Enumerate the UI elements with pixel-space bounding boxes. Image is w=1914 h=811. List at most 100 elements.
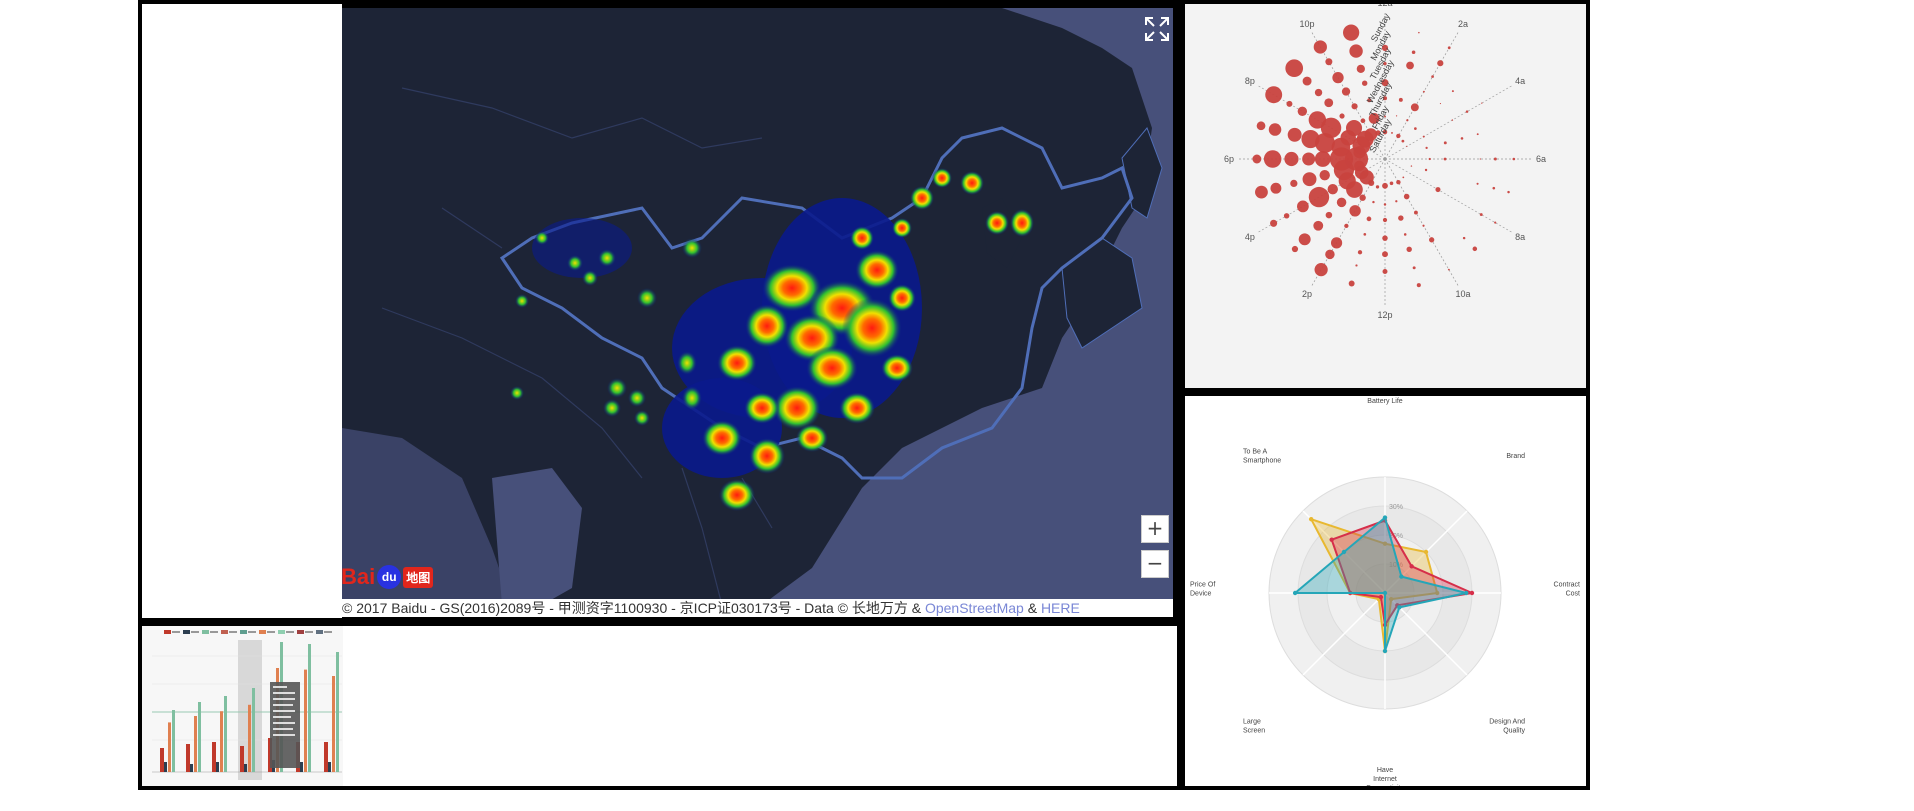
- polar-dot: [1349, 44, 1363, 58]
- zoom-in-button[interactable]: +: [1141, 515, 1169, 543]
- polar-dot: [1308, 111, 1327, 129]
- radar-point: [1469, 590, 1475, 596]
- bar: [186, 744, 190, 772]
- polar-dot: [1431, 75, 1434, 78]
- polar-dot: [1435, 187, 1441, 193]
- radar-point: [1329, 537, 1334, 542]
- polar-dot: [1263, 150, 1282, 168]
- radar-axis-label: Smartphone: [1243, 458, 1281, 465]
- polar-dot: [1332, 71, 1344, 84]
- bar: [160, 748, 164, 772]
- polar-dot: [1357, 250, 1363, 255]
- polar-dot: [1382, 235, 1388, 241]
- polar-dot: [1297, 200, 1309, 213]
- bar: [212, 742, 216, 772]
- polar-dot: [1406, 145, 1408, 148]
- legend-label: [191, 631, 199, 633]
- polar-dot: [1367, 98, 1372, 103]
- polar-dot: [1462, 236, 1466, 240]
- heat-blobs: [510, 168, 1034, 511]
- polar-dot: [1465, 110, 1469, 113]
- hour-label: 8p: [1245, 76, 1255, 86]
- polar-dot: [1383, 61, 1387, 66]
- sea-area: [762, 8, 1173, 605]
- here-link[interactable]: HERE: [1040, 600, 1080, 616]
- legend-label: [267, 631, 275, 633]
- bar: [164, 762, 167, 772]
- polar-dot: [1314, 263, 1328, 277]
- radar-tick: 20%: [1389, 533, 1403, 540]
- openstreetmap-link[interactable]: OpenStreetMap: [924, 600, 1024, 616]
- polar-dot: [1422, 90, 1425, 93]
- polar-dot: [1319, 169, 1330, 181]
- polar-dot: [1507, 190, 1510, 194]
- polar-dot: [1297, 106, 1308, 116]
- polar-dot: [1447, 46, 1451, 50]
- polar-dot: [1403, 193, 1410, 200]
- polar-dot: [1285, 59, 1304, 78]
- polar-dot: [1345, 119, 1363, 137]
- polar-dot: [1368, 113, 1380, 124]
- radar-axis-label: Quality: [1503, 728, 1525, 735]
- radar-axis-label: Screen: [1243, 728, 1265, 735]
- tooltip-lines: [273, 686, 295, 736]
- polar-dot: [1512, 157, 1516, 161]
- polar-dot: [1447, 268, 1450, 271]
- polar-dot: [1283, 213, 1290, 219]
- polar-dot: [1395, 200, 1398, 203]
- polar-dot: [1268, 123, 1282, 136]
- polar-dot: [1344, 223, 1349, 229]
- polar-dot: [1302, 76, 1312, 86]
- logo-cn: 地图: [403, 566, 434, 588]
- radar-axis-label: Device: [1190, 591, 1212, 598]
- polar-dot: [1381, 79, 1389, 87]
- polar-dot: [1437, 60, 1444, 67]
- radar-series: [1292, 515, 1475, 654]
- polar-dot: [1396, 179, 1401, 185]
- bar: [308, 644, 311, 772]
- hour-label: 4p: [1245, 232, 1255, 242]
- polar-dot: [1476, 133, 1479, 136]
- heatmap-map[interactable]: [342, 8, 1173, 605]
- radar-axis-label: Price Of: [1190, 582, 1215, 589]
- polar-dot: [1422, 135, 1425, 138]
- zoom-out-button[interactable]: −: [1141, 550, 1169, 578]
- radar-point: [1382, 515, 1388, 520]
- hour-label: 10a: [1455, 289, 1470, 299]
- hour-label: 2p: [1302, 289, 1312, 299]
- polar-dot: [1481, 102, 1483, 104]
- polar-spoke: [1384, 84, 1514, 160]
- radar-axis-label: Connectivity: [1366, 785, 1405, 786]
- bar: [244, 764, 247, 772]
- legend-swatch: [221, 630, 228, 634]
- polar-dot: [1324, 98, 1334, 108]
- bar: [336, 652, 339, 772]
- polar-dot: [1414, 210, 1418, 215]
- polar-dot: [1291, 245, 1299, 253]
- polar-dot: [1443, 141, 1447, 145]
- bar: [224, 696, 227, 772]
- legend-swatch: [240, 630, 247, 634]
- radar-axis-label: Contract: [1554, 582, 1581, 589]
- radar-axis-label: Battery Life: [1367, 398, 1403, 405]
- polar-dot: [1375, 185, 1380, 189]
- polar-dot: [1308, 186, 1330, 208]
- polar-dot: [1439, 102, 1442, 105]
- polar-dot: [1339, 113, 1345, 119]
- radar-chart: 10% 20% 30% Battery Life Brand Contract Cost D…: [1185, 396, 1586, 792]
- bar: [198, 702, 201, 772]
- polar-dot: [1494, 221, 1497, 224]
- radar-point: [1399, 574, 1404, 579]
- radar-point: [1464, 590, 1469, 596]
- legend-label: [172, 631, 180, 633]
- hour-label: 6p: [1224, 154, 1234, 164]
- polar-dot: [1360, 118, 1366, 124]
- radar-point: [1308, 516, 1314, 522]
- polar-dot: [1256, 121, 1266, 131]
- radar-tick: 30%: [1389, 504, 1403, 511]
- polar-dot: [1313, 40, 1327, 54]
- polar-dot: [1349, 205, 1361, 217]
- polar-dot: [1383, 203, 1387, 206]
- polar-dot: [1412, 266, 1416, 270]
- fullscreen-icon[interactable]: [1144, 16, 1170, 42]
